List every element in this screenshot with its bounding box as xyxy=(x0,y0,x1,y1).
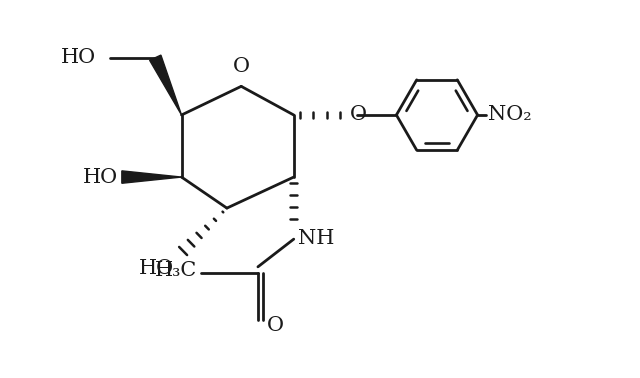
Polygon shape xyxy=(122,171,182,183)
Text: NH: NH xyxy=(298,229,334,248)
Text: H₃C: H₃C xyxy=(154,261,197,280)
Text: O: O xyxy=(233,57,250,76)
Text: HO: HO xyxy=(60,48,95,67)
Text: O: O xyxy=(266,316,284,335)
Polygon shape xyxy=(150,55,182,115)
Text: HO: HO xyxy=(83,167,118,187)
Text: NO₂: NO₂ xyxy=(488,105,532,124)
Text: O: O xyxy=(350,105,367,124)
Text: HO: HO xyxy=(140,259,174,278)
